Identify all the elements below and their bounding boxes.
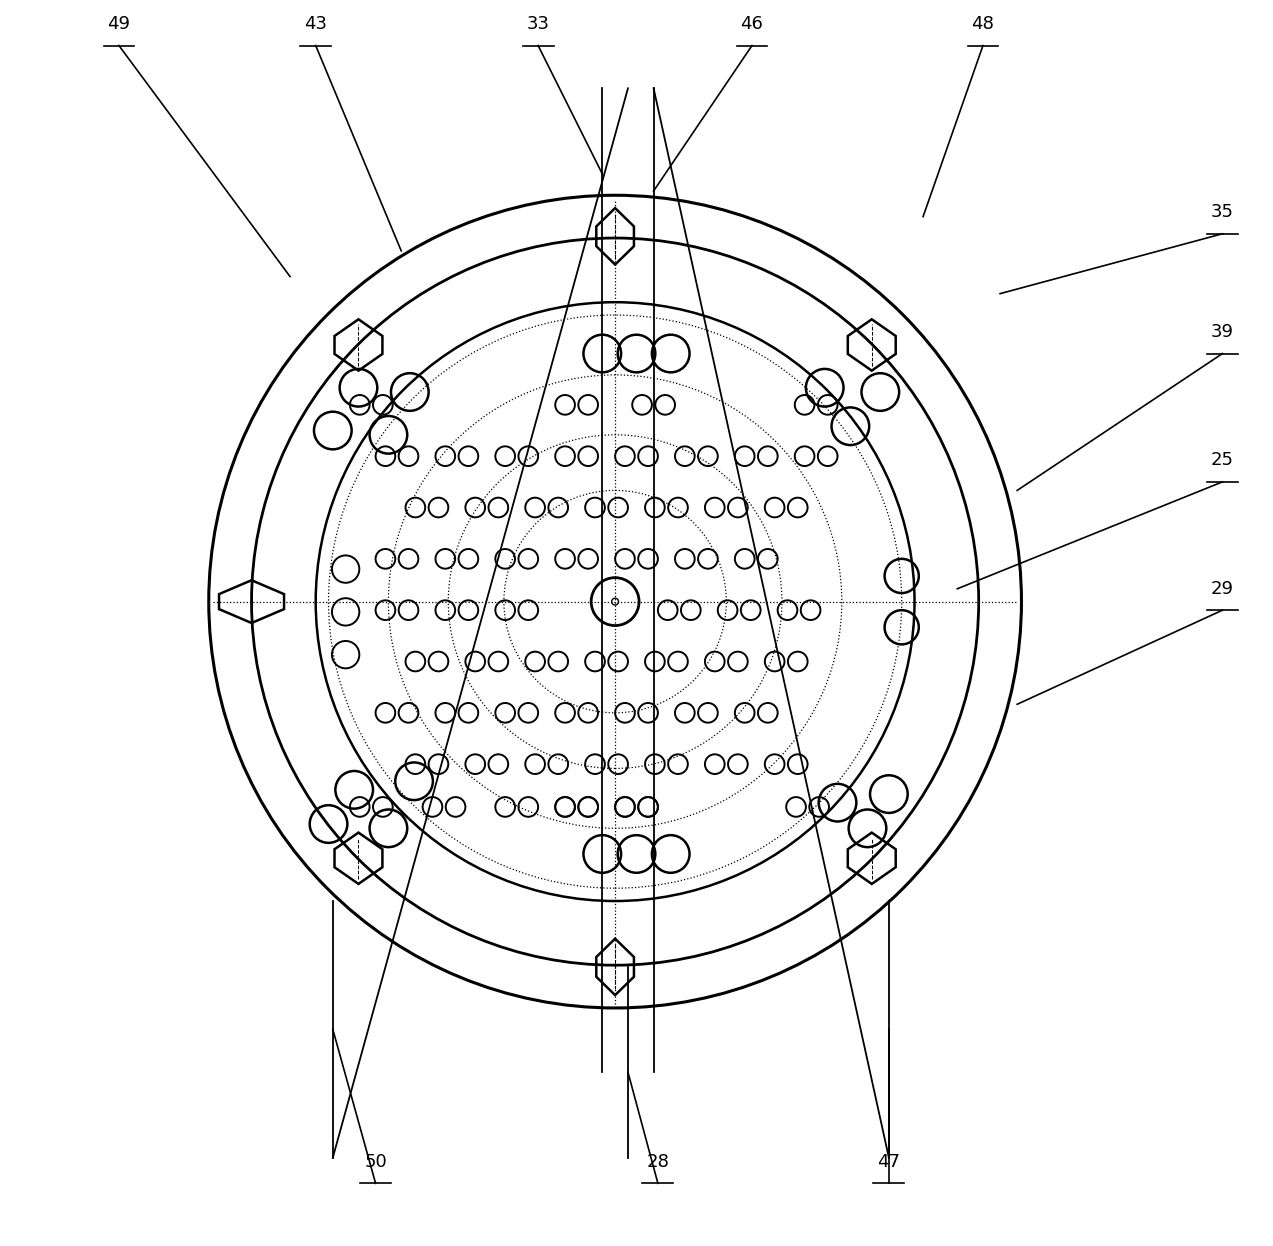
Text: 50: 50 — [364, 1153, 387, 1171]
Text: 48: 48 — [971, 15, 994, 34]
Text: 25: 25 — [1211, 451, 1234, 470]
Text: 33: 33 — [527, 15, 550, 34]
Text: 39: 39 — [1211, 323, 1234, 341]
Text: 43: 43 — [304, 15, 327, 34]
Text: 28: 28 — [647, 1153, 670, 1171]
Text: 29: 29 — [1211, 579, 1234, 598]
Text: 49: 49 — [107, 15, 130, 34]
Text: 47: 47 — [877, 1153, 900, 1171]
Text: 35: 35 — [1211, 203, 1234, 222]
Text: 46: 46 — [741, 15, 764, 34]
